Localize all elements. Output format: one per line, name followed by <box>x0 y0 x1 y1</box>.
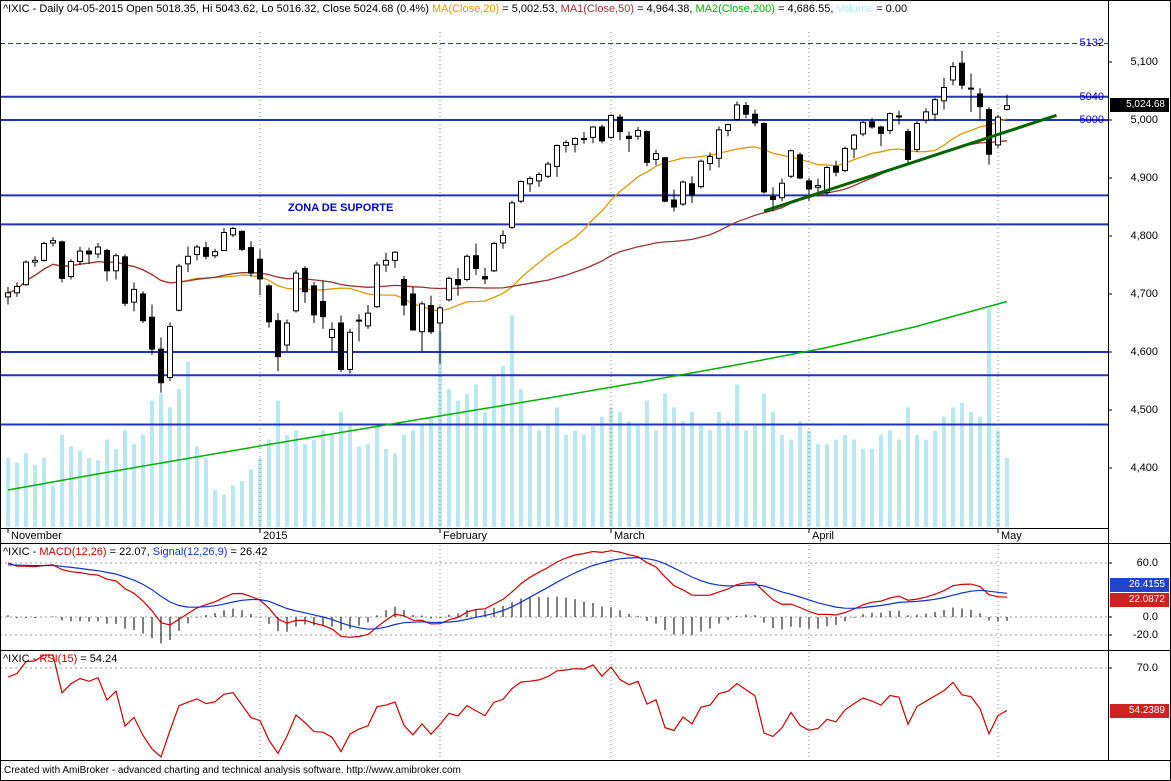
macd-axis-label: 0.0 <box>1142 611 1158 623</box>
macd-signal-line <box>7 557 1008 630</box>
price-level-label: 5000 <box>1079 114 1104 126</box>
y-axis-price-label: 4,400 <box>1130 462 1158 474</box>
y-axis-price-label: 4,700 <box>1130 288 1158 300</box>
rsi-value-box: 54.2389 <box>1110 704 1169 718</box>
volume-legend: Volume <box>836 3 874 15</box>
macd-plot-area[interactable] <box>0 544 1108 650</box>
ma20-value: = 5,002.53, <box>499 3 561 15</box>
rsi-legend: RSI(15) <box>39 653 78 665</box>
macd-histogram <box>7 596 1008 644</box>
y-axis-price-label: 4,900 <box>1130 172 1158 184</box>
macd-line <box>7 550 1008 638</box>
volume-bars <box>6 308 1009 527</box>
y-axis-price-label: 5,100 <box>1130 56 1158 68</box>
y-axis-price-label: 4,500 <box>1130 404 1158 416</box>
ma200-value: = 4,686.55, <box>774 3 837 15</box>
main-chart-title: ^IXIC - Daily 04-05-2015 Open 5018.35, H… <box>3 3 907 15</box>
macd-title-symbol: ^IXIC - <box>3 546 40 558</box>
x-axis-month-label: April <box>812 530 835 542</box>
ma50-legend: MA1(Close,50) <box>560 3 635 15</box>
axis-ticks <box>1108 61 1112 669</box>
rsi-plot-area[interactable] <box>0 651 1108 760</box>
volume-value: = 0.00 <box>873 3 908 15</box>
macd-title-value: = 22.07, <box>106 546 153 558</box>
ma200-legend: MA2(Close,200) <box>695 3 775 15</box>
support-resistance-levels <box>0 42 1108 426</box>
x-axis-month-label: March <box>614 530 645 542</box>
price-level-label: 5040 <box>1079 90 1104 103</box>
macd-value-box: 22.0872 <box>1110 593 1169 607</box>
last-price-box: 5,024.68 <box>1110 98 1169 112</box>
ma20-legend: MA(Close,20) <box>431 3 500 15</box>
signal-title-value: = 26.42 <box>227 546 268 558</box>
signal-value-box: 26.4155 <box>1110 578 1169 592</box>
macd-legend: MACD(12,26) <box>39 546 107 558</box>
ma50-line <box>7 140 1008 294</box>
rsi-axis-label: 70.0 <box>1136 662 1158 674</box>
ma50-value: = 4,964.38, <box>634 3 696 15</box>
y-axis-price-label: 4,600 <box>1130 346 1158 358</box>
support-zone-label: ZONA DE SUPORTE <box>288 202 394 214</box>
ma200-line <box>7 300 1008 491</box>
x-axis-month-label: 2015 <box>263 530 288 542</box>
rsi-title-symbol: ^IXIC - <box>3 653 40 665</box>
main-title-ohlc: ^IXIC - Daily 04-05-2015 Open 5018.35, H… <box>3 3 432 15</box>
trend-line <box>763 113 1057 213</box>
macd-panel-title: ^IXIC - MACD(12,26) = 22.07, Signal(12,2… <box>3 546 267 558</box>
footer-credit: Created with AmiBroker - advanced charti… <box>4 765 461 776</box>
rsi-panel-title: ^IXIC - RSI(15) = 54.24 <box>3 653 117 665</box>
x-axis-month-label: February <box>443 530 488 542</box>
y-axis-price-label: 5,000 <box>1130 114 1158 126</box>
x-axis-month-label: November <box>11 530 62 542</box>
rsi-title-value: = 54.24 <box>77 653 118 665</box>
macd-axis-label: -20.0 <box>1132 629 1158 641</box>
signal-legend: Signal(12,26,9) <box>152 546 228 558</box>
rsi-line <box>7 654 1008 759</box>
ma20-line <box>7 118 1008 312</box>
macd-axis-label: 60.0 <box>1136 557 1158 569</box>
x-axis-month-label: May <box>1001 530 1022 542</box>
price-level-label: 5132 <box>1079 37 1104 50</box>
candlesticks <box>5 50 1010 393</box>
y-axis-price-label: 4,800 <box>1130 230 1158 242</box>
